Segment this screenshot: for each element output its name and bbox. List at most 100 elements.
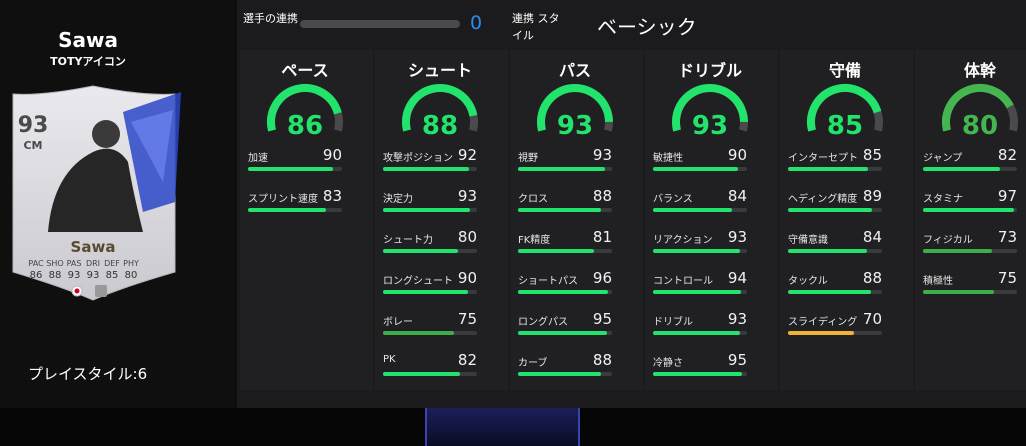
chemistry-track (300, 20, 460, 28)
stat-bar (923, 167, 1001, 171)
stat-value: 88 (862, 269, 882, 287)
stat-bar (518, 249, 595, 253)
stat-value: 96 (592, 269, 612, 287)
stat-value: 95 (727, 351, 747, 369)
stat-bar (653, 331, 741, 335)
card-stat-value: 93 (87, 270, 100, 281)
card-stat-value: 93 (68, 270, 81, 281)
stat-bar (383, 290, 468, 294)
card-name: Sawa (71, 238, 116, 256)
stat-value: 94 (727, 269, 747, 287)
stat-value: 73 (997, 228, 1017, 246)
stat-name: フィジカル (923, 235, 973, 246)
gauge: 93 (672, 84, 748, 141)
category-name: 体幹 (963, 61, 996, 80)
stat-bar (518, 372, 601, 376)
stat-name: ロングパス (518, 317, 568, 328)
stat-bar (518, 290, 609, 294)
stat-name: ヘディング精度 (788, 194, 858, 205)
stat-name: FK精度 (518, 235, 551, 246)
category-name: ドリブル (677, 61, 742, 80)
playstyle-label: プレイスタイル: (28, 365, 138, 383)
stat-value: 93 (727, 228, 747, 246)
stat-bar (518, 331, 608, 335)
card-stat-label: DEF (104, 259, 120, 268)
card-stat-label: PAC (28, 259, 44, 268)
stat-bar (653, 249, 741, 253)
gauge-fill (942, 84, 1014, 132)
stat-bar (923, 249, 992, 253)
gauge-value: 93 (557, 111, 593, 141)
card-stat-label: PAS (67, 259, 82, 268)
badge (95, 285, 107, 297)
gauge: 86 (267, 84, 343, 141)
stat-value: 93 (457, 187, 477, 205)
stat-bar (518, 208, 601, 212)
stat-name: インターセプト (788, 153, 858, 164)
gauge-fill (672, 84, 748, 132)
stat-bar (653, 372, 743, 376)
stat-name: 守備意識 (788, 235, 828, 246)
stat-value: 84 (727, 187, 747, 205)
stat-value: 75 (997, 269, 1017, 287)
stat-value: 81 (592, 228, 612, 246)
category-name: パス (558, 61, 591, 80)
stat-bar (383, 372, 461, 376)
stat-name: スタミナ (923, 194, 963, 205)
stat-name: 攻撃ポジション (383, 153, 453, 164)
stat-bar (518, 167, 606, 171)
chemistry-value: 0 (470, 12, 483, 34)
card-position: CM (23, 139, 42, 152)
stat-bar (653, 167, 738, 171)
gauge-fill (267, 84, 342, 132)
category-name: 守備 (828, 61, 861, 80)
gauge: 88 (402, 84, 478, 141)
stat-bar (788, 290, 871, 294)
stat-name: ショートパス (518, 276, 578, 287)
stat-value: 92 (457, 146, 477, 164)
card-stat-value: 88 (49, 270, 62, 281)
chemistry-style: ベーシック (597, 15, 697, 39)
stat-value: 84 (862, 228, 882, 246)
stat-name: 積極性 (923, 276, 953, 287)
stat-value: 90 (322, 146, 342, 164)
stat-name: タックル (788, 276, 828, 287)
stat-name: コントロール (653, 276, 713, 287)
card-stat-label: DRI (86, 259, 100, 268)
stat-bar (383, 249, 459, 253)
gauge: 80 (942, 84, 1018, 141)
card-stat-value: 85 (106, 270, 119, 281)
stat-bar (788, 167, 868, 171)
card-stat-label: PHY (123, 259, 139, 268)
stat-bar (923, 290, 994, 294)
chemistry-style-label: 連携 スタイル (512, 12, 560, 42)
gauge-value: 86 (287, 111, 323, 141)
stat-value: 89 (862, 187, 882, 205)
stat-name: バランス (653, 194, 693, 205)
stat-bar (383, 331, 454, 335)
playstyle-count: 6 (137, 365, 148, 383)
stat-name: カーブ (518, 358, 548, 369)
stat-bar (788, 249, 867, 253)
stat-name: 加速 (248, 153, 268, 164)
stat-name: 冷静さ (653, 358, 683, 369)
gauge-fill (402, 84, 478, 132)
stat-name: 視野 (518, 153, 538, 164)
stat-name: スライディング (788, 317, 858, 328)
stat-value: 88 (592, 187, 612, 205)
stat-name: リアクション (653, 235, 713, 246)
column-bg (240, 50, 373, 390)
stat-value: 85 (862, 146, 882, 164)
gauge-fill (537, 84, 613, 132)
stat-value: 83 (322, 187, 342, 205)
stat-name: 決定力 (383, 194, 413, 205)
stat-name: ドリブル (653, 317, 693, 328)
stat-value: 82 (997, 146, 1017, 164)
card-stat-label: SHO (46, 259, 63, 268)
stat-bar (653, 290, 742, 294)
player-head (92, 120, 120, 148)
gauge-fill (807, 84, 882, 132)
chemistry-label: 選手の連携 (243, 12, 298, 25)
card-stat-value: 86 (30, 270, 43, 281)
